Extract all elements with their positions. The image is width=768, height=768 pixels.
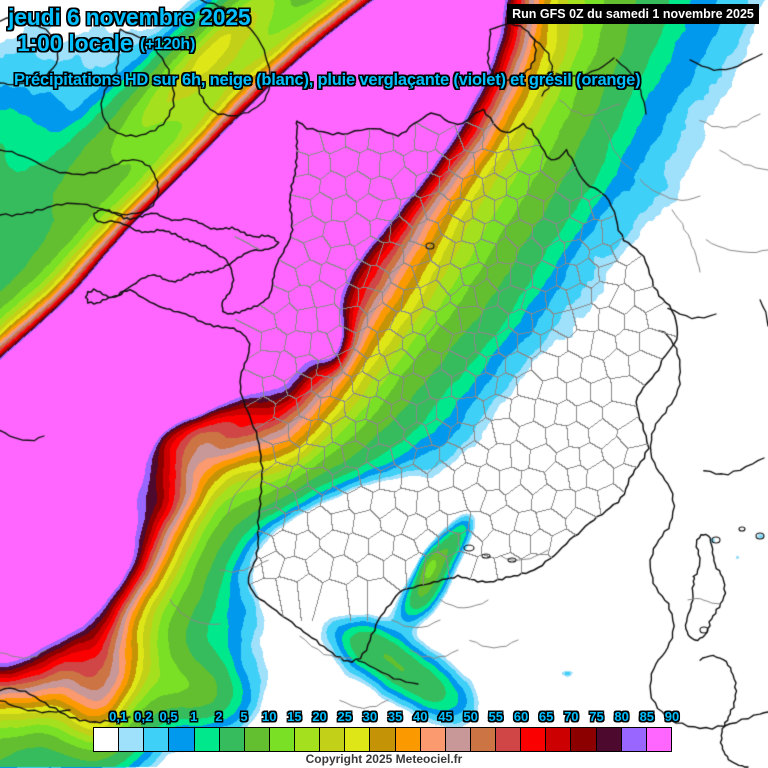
colorbar-tick: 35 <box>387 709 403 724</box>
colorbar-swatch <box>470 728 496 751</box>
colorbar-swatch <box>445 728 471 751</box>
map-subtitle-label: Précipitations HD sur 6h, neige (blanc),… <box>14 71 641 89</box>
colorbar-tick: 2 <box>215 709 223 724</box>
colorbar-tick-labels: 0,1 0,2 0,5 1 2 5 10 15 20 25 30 35 40 45 50 55 60 65 70 75… <box>0 709 768 727</box>
colorbar-swatch <box>94 728 120 751</box>
colorbar-tick: 0,1 <box>109 709 128 724</box>
colorbar-tick: 50 <box>463 709 478 724</box>
colorbar-tick: 80 <box>614 709 629 724</box>
forecast-time-label: 1:00 locale <box>17 30 133 56</box>
colorbar-swatch <box>370 728 396 751</box>
colorbar-tick: 0,2 <box>134 709 153 724</box>
colorbar-tick: 65 <box>538 709 554 724</box>
colorbar-swatch <box>420 728 446 751</box>
colorbar-tick: 85 <box>639 709 655 724</box>
colorbar-swatch <box>244 728 270 751</box>
colorbar-swatch <box>345 728 371 751</box>
colorbar-tick: 20 <box>312 709 327 724</box>
colorbar-swatch <box>219 728 245 751</box>
colorbar-swatch <box>194 728 220 751</box>
colorbar-tick: 70 <box>564 709 579 724</box>
colorbar-tick: 75 <box>589 709 604 724</box>
colorbar-swatch <box>269 728 295 751</box>
colorbar-swatch <box>320 728 346 751</box>
colorbar-tick: 15 <box>287 709 302 724</box>
colorbar-swatch <box>169 728 195 751</box>
colorbar-tick: 30 <box>362 709 378 724</box>
colorbar-tick: 55 <box>488 709 504 724</box>
colorbar-swatch <box>621 728 647 751</box>
colorbar-swatch <box>521 728 547 751</box>
colorbar-tick: 1 <box>190 709 198 724</box>
precipitation-colorbar[interactable] <box>93 727 672 752</box>
colorbar-swatch <box>395 728 421 751</box>
colorbar-tick: 25 <box>337 709 352 724</box>
colorbar-tick: 60 <box>513 709 529 724</box>
colorbar-swatch <box>119 728 145 751</box>
colorbar-tick: 5 <box>240 709 248 724</box>
colorbar-swatch <box>546 728 572 751</box>
colorbar-swatch <box>571 728 597 751</box>
forecast-date-label: jeudi 6 novembre 2025 <box>8 4 251 30</box>
colorbar-tick: 0,5 <box>159 709 178 724</box>
colorbar-tick: 45 <box>438 709 453 724</box>
colorbar-swatch <box>496 728 522 751</box>
model-run-label: Run GFS 0Z du samedi 1 novembre 2025 <box>512 7 754 21</box>
colorbar-swatch <box>295 728 321 751</box>
colorbar-tick: 90 <box>664 709 680 724</box>
colorbar-tick: 40 <box>413 709 428 724</box>
colorbar-tick: 10 <box>261 709 277 724</box>
forecast-leadtime-label: (+120h) <box>140 36 196 53</box>
colorbar-swatch <box>646 728 671 751</box>
colorbar-swatch <box>596 728 622 751</box>
model-run-box: Run GFS 0Z du samedi 1 novembre 2025 <box>507 4 759 24</box>
copyright-label: Copyright 2025 Meteociel.fr <box>305 752 463 766</box>
colorbar-swatch <box>144 728 170 751</box>
